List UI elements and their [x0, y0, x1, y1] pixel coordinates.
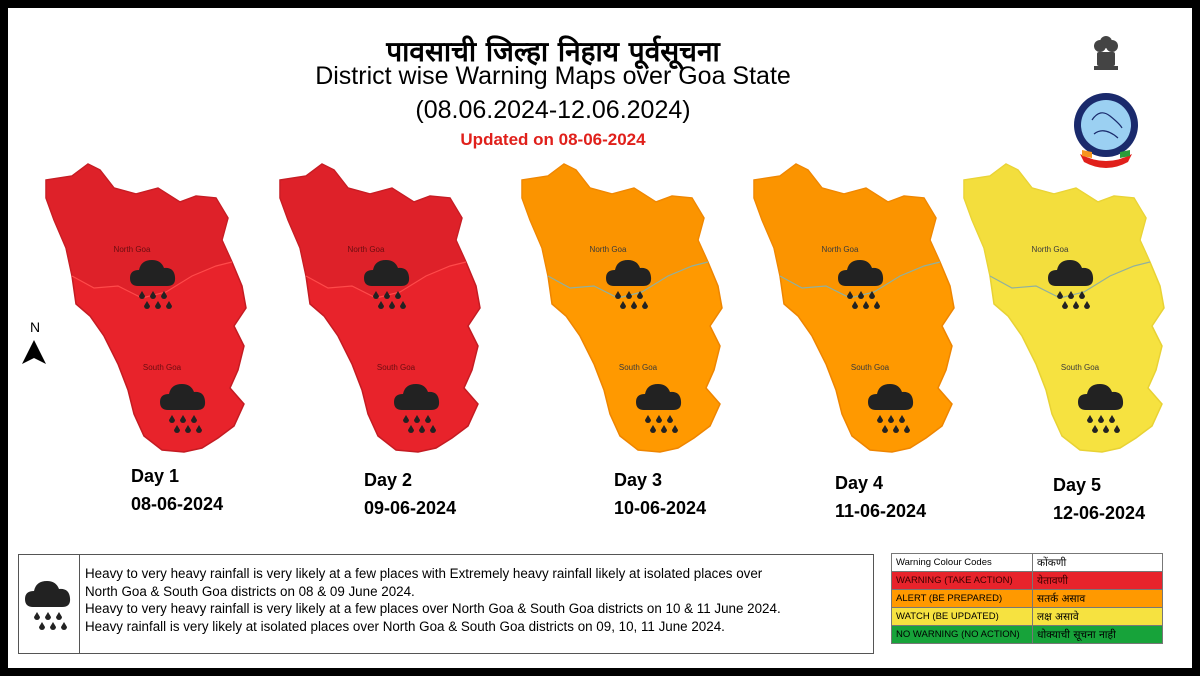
- day-date: 08-06-2024: [131, 494, 224, 514]
- title-english: District wise Warning Maps over Goa Stat…: [315, 62, 791, 90]
- rain-cloud-icon: [636, 384, 682, 433]
- day-label: Day 4: [835, 473, 884, 493]
- date-range: (08.06.2024-12.06.2024): [415, 96, 691, 124]
- code-row-watch: WATCH (BE UPDATED) लक्ष असावे: [891, 607, 1163, 626]
- south-goa-label: South Goa: [851, 363, 890, 372]
- rain-cloud-icon: [838, 260, 884, 309]
- north-goa-label: North Goa: [822, 245, 859, 254]
- rain-cloud-icon: [394, 384, 440, 433]
- north-goa-label: North Goa: [348, 245, 385, 254]
- legend-line: Heavy to very heavy rainfall is very lik…: [85, 601, 781, 616]
- code-label-en: NO WARNING (NO ACTION): [891, 625, 1033, 644]
- day-label: Day 3: [614, 470, 663, 490]
- code-label-en: WARNING (TAKE ACTION): [891, 571, 1033, 590]
- rain-cloud-icon: [1078, 384, 1124, 433]
- day-label: Day 2: [364, 470, 413, 490]
- legend-icon-cell: [19, 555, 80, 653]
- code-row-warning: WARNING (TAKE ACTION) येतावणी: [891, 571, 1163, 590]
- colour-codes-header: Warning Colour Codes कोंकणी: [891, 553, 1163, 572]
- rain-cloud-icon: [160, 384, 206, 433]
- north-arrow-icon: N: [22, 319, 46, 364]
- code-label-mr: सतर्क असाव: [1032, 589, 1163, 608]
- north-goa-district: [754, 164, 940, 298]
- imd-logo: [1074, 36, 1138, 168]
- goa-map-day-1: North Goa South Goa: [45, 163, 247, 453]
- goa-map-day-3: North Goa South Goa: [521, 163, 723, 453]
- day-label: Day 1: [131, 466, 180, 486]
- rain-cloud-icon: [25, 581, 71, 630]
- code-label-en: WATCH (BE UPDATED): [891, 607, 1033, 626]
- north-goa-district: [46, 164, 232, 298]
- day-date: 11-06-2024: [835, 501, 927, 521]
- north-goa-label: North Goa: [1032, 245, 1069, 254]
- rain-cloud-icon: [868, 384, 914, 433]
- code-label-mr: येतावणी: [1032, 571, 1163, 590]
- colour-codes-header-mr: कोंकणी: [1032, 553, 1163, 572]
- updated-note: Updated on 08-06-2024: [460, 130, 646, 149]
- code-row-alert: ALERT (BE PREPARED) सतर्क असाव: [891, 589, 1163, 608]
- code-label-mr: लक्ष असावे: [1032, 607, 1163, 626]
- north-goa-district: [522, 164, 708, 298]
- code-row-no-warning: NO WARNING (NO ACTION) धोक्याची सूचना ना…: [891, 625, 1163, 644]
- north-goa-district: [964, 164, 1150, 298]
- code-label-en: ALERT (BE PREPARED): [891, 589, 1033, 608]
- day-date: 12-06-2024: [1053, 503, 1146, 523]
- legend-line: Heavy to very heavy rainfall is very lik…: [85, 566, 763, 581]
- day-label: Day 5: [1053, 475, 1102, 495]
- rain-cloud-icon: [606, 260, 652, 309]
- north-label: N: [30, 319, 40, 335]
- south-goa-label: South Goa: [1061, 363, 1100, 372]
- rain-cloud-icon: [1048, 260, 1094, 309]
- goa-map-day-5: North Goa South Goa: [963, 163, 1165, 453]
- goa-map-day-4: North Goa South Goa: [753, 163, 955, 453]
- legend-line: Heavy rainfall is very likely at isolate…: [85, 618, 725, 634]
- day-date: 09-06-2024: [364, 498, 457, 518]
- warning-poster: पावसाची जिल्हा निहाय पूर्वसूचना District…: [8, 8, 1192, 668]
- rain-cloud-icon: [364, 260, 410, 309]
- south-goa-label: South Goa: [377, 363, 416, 372]
- colour-codes-table: Warning Colour Codes कोंकणी WARNING (TAK…: [891, 553, 1163, 644]
- legend-text: Heavy to very heavy rainfall is very lik…: [85, 565, 871, 635]
- south-goa-label: South Goa: [143, 363, 182, 372]
- code-label-mr: धोक्याची सूचना नाही: [1032, 625, 1163, 644]
- goa-map-day-2: North Goa South Goa: [279, 163, 481, 453]
- north-goa-district: [280, 164, 466, 298]
- north-goa-label: North Goa: [590, 245, 627, 254]
- day-date: 10-06-2024: [614, 498, 707, 518]
- colour-codes-header-en: Warning Colour Codes: [891, 553, 1033, 572]
- title-marathi: पावसाची जिल्हा निहाय पूर्वसूचना: [386, 35, 720, 68]
- legend-line: North Goa & South Goa districts on 08 & …: [85, 583, 415, 599]
- legend-box: Heavy to very heavy rainfall is very lik…: [18, 554, 874, 654]
- north-goa-label: North Goa: [114, 245, 151, 254]
- south-goa-label: South Goa: [619, 363, 658, 372]
- rain-cloud-icon: [130, 260, 176, 309]
